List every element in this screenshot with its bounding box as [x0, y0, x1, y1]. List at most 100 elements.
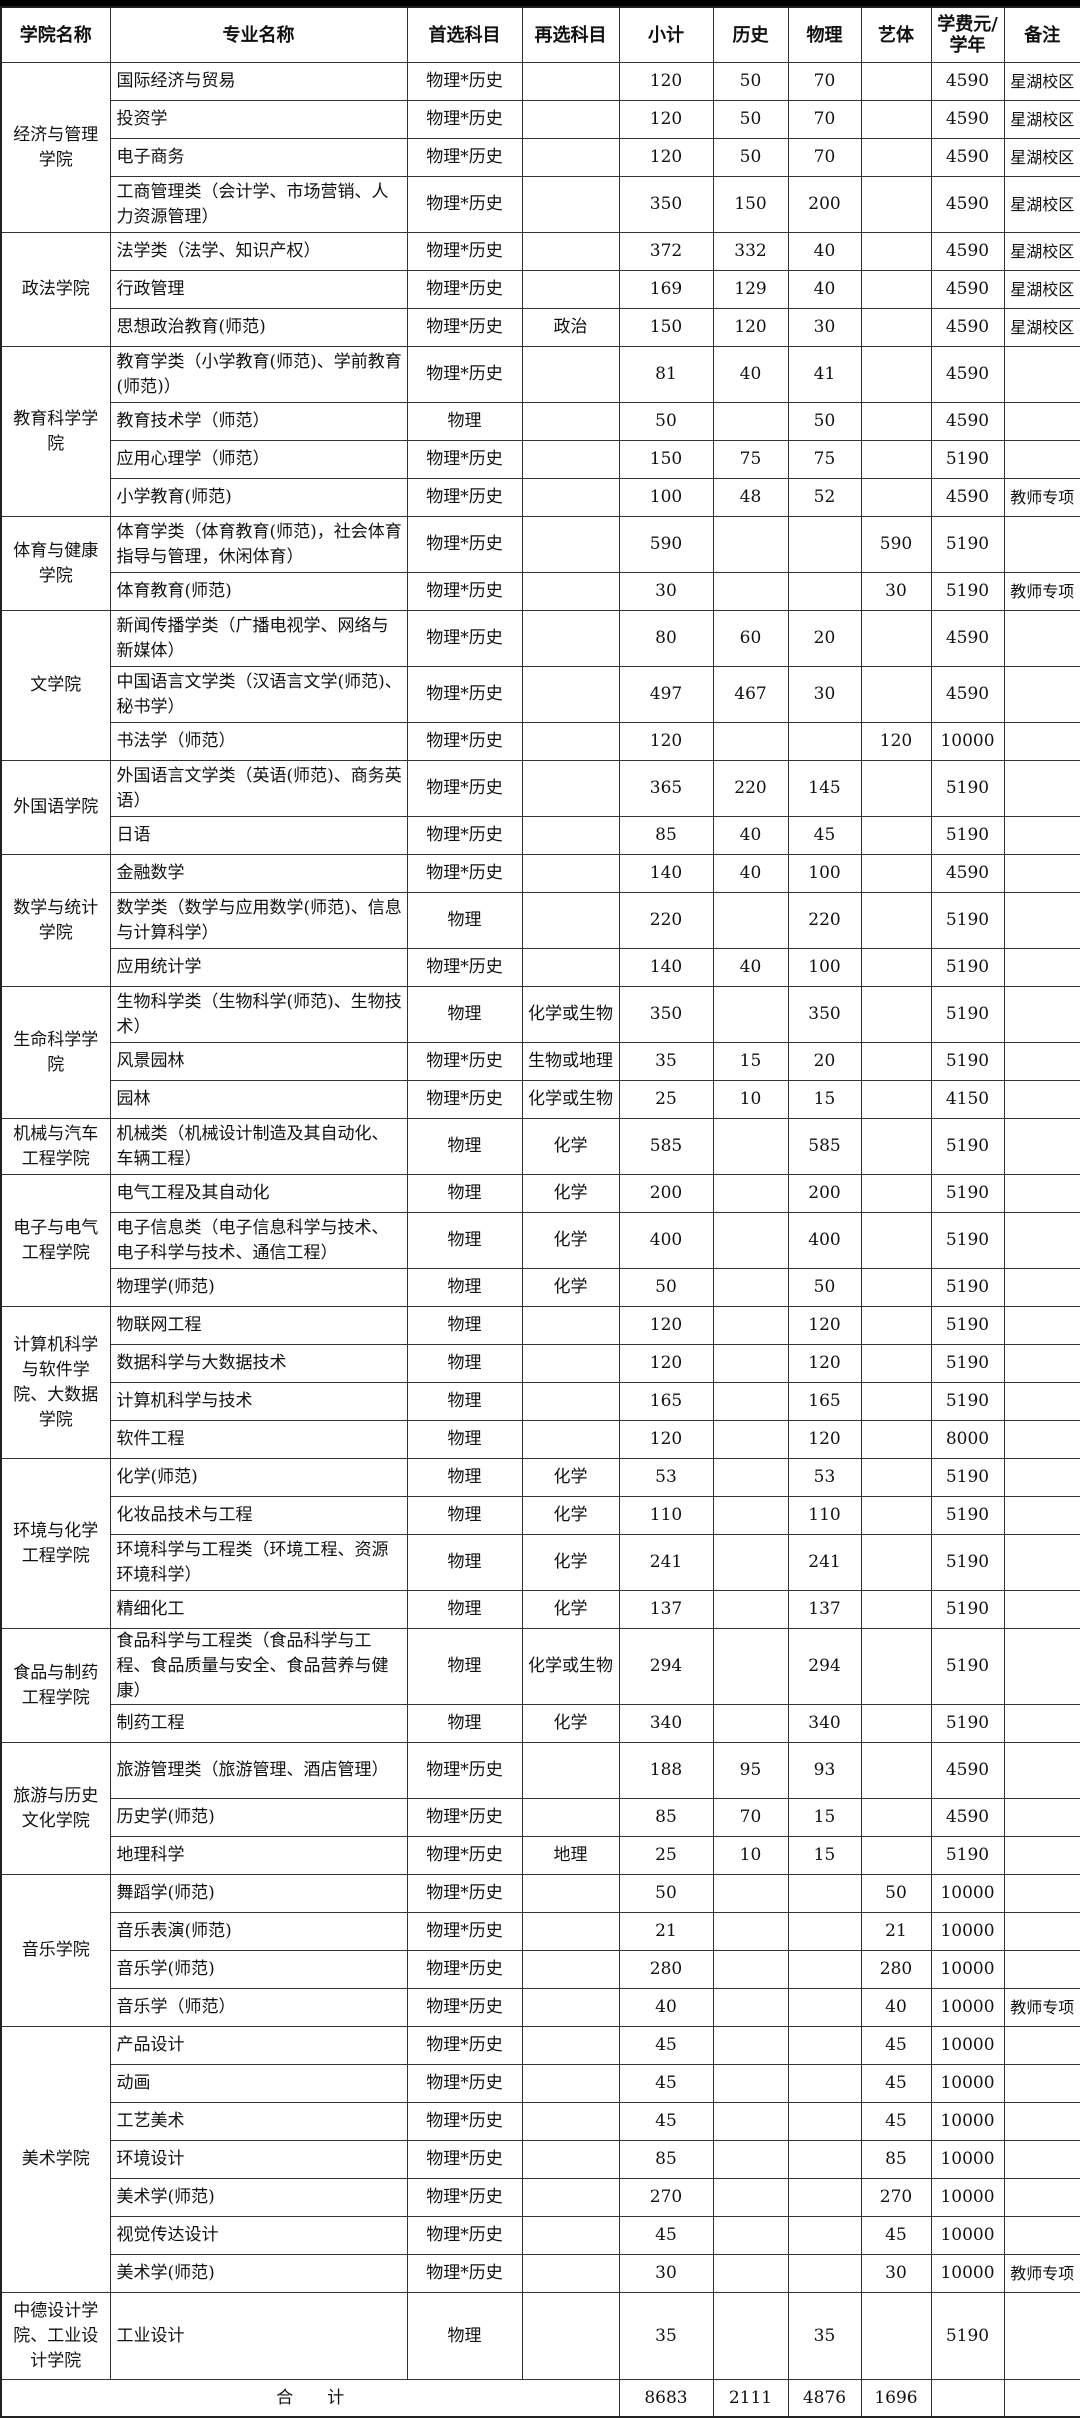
cell-fee: 10000 [930, 2178, 1005, 2217]
cell-physics: 145 [787, 760, 862, 817]
totals-row: 合 计 8683 2111 4876 1696 [0, 2379, 1080, 2418]
cell-art-sports [860, 816, 932, 855]
cell-first-subject: 物理*历史 [406, 440, 523, 479]
cell-first-subject: 物理*历史 [406, 62, 523, 101]
cell-first-subject: 物理 [406, 2292, 523, 2380]
cell-art-sports: 40 [860, 1988, 932, 2027]
cell-physics: 100 [787, 948, 862, 987]
cell-second-subject [521, 346, 620, 403]
cell-fee: 4590 [930, 308, 1005, 347]
cell-subtotal: 169 [618, 270, 714, 309]
major-name: 投资学 [109, 100, 408, 139]
cell-subtotal: 280 [618, 1950, 714, 1989]
cell-subtotal: 497 [618, 666, 714, 723]
cell-second-subject: 化学或生物 [521, 1628, 620, 1705]
major-name: 工商管理类（会计学、市场营销、人力资源管理） [109, 176, 408, 233]
cell-first-subject: 物理*历史 [406, 100, 523, 139]
cell-note [1003, 2216, 1080, 2255]
cell-art-sports: 120 [860, 722, 932, 761]
cell-note [1003, 610, 1080, 667]
cell-fee: 10000 [930, 2216, 1005, 2255]
cell-second-subject: 地理 [521, 1836, 620, 1875]
cell-history [712, 572, 789, 611]
major-name: 体育教育(师范) [109, 572, 408, 611]
cell-history [712, 1912, 789, 1951]
cell-second-subject: 化学 [521, 1268, 620, 1307]
cell-physics: 20 [787, 1042, 862, 1081]
major-name: 园林 [109, 1080, 408, 1119]
cell-note [1003, 1344, 1080, 1383]
cell-note [1003, 346, 1080, 403]
cell-art-sports [860, 1080, 932, 1119]
totals-physics: 4876 [787, 2379, 862, 2418]
cell-art-sports [860, 1590, 932, 1629]
table-row: 精细化工 物理 化学 137 137 5190 [1, 1590, 1080, 1629]
cell-history [712, 722, 789, 761]
cell-subtotal: 120 [618, 1420, 714, 1459]
table-row: 生命科学学院 生物科学类（生物科学(师范)、生物技术） 物理 化学或生物 350 350 5… [0, 986, 1080, 1119]
cell-fee: 4590 [930, 62, 1005, 101]
cell-fee: 4590 [930, 100, 1005, 139]
table-row: 经济与管理学院 国际经济与贸易 物理*历史 120 50 70 4590 星湖校区 [0, 62, 1080, 233]
major-name: 工艺美术 [109, 2102, 408, 2141]
cell-fee: 5190 [930, 1704, 1005, 1743]
major-name: 制药工程 [109, 1704, 408, 1743]
cell-note [1003, 1118, 1080, 1175]
cell-subtotal: 40 [618, 1988, 714, 2027]
cell-history: 10 [712, 1836, 789, 1875]
cell-history [712, 1590, 789, 1629]
table-row: 电子信息类（电子信息科学与技术、电子科学与技术、通信工程） 物理 化学 400 400 5… [1, 1212, 1080, 1269]
cell-physics: 70 [787, 138, 862, 177]
cell-physics [787, 2216, 862, 2255]
table-row: 音乐学(师范) 物理*历史 280 280 10000 [1, 1950, 1080, 1989]
cell-art-sports [860, 1496, 932, 1535]
cell-art-sports: 590 [860, 516, 932, 573]
cell-second-subject: 化学 [521, 1496, 620, 1535]
cell-fee: 10000 [930, 1874, 1005, 1913]
cell-physics: 15 [787, 1836, 862, 1875]
cell-physics: 50 [787, 1268, 862, 1307]
cell-note [1003, 1874, 1080, 1913]
cell-second-subject [521, 2254, 620, 2293]
college-name: 外国语学院 [0, 760, 111, 855]
table-body: 经济与管理学院 国际经济与贸易 物理*历史 120 50 70 4590 星湖校区 投资学 物理*… [0, 62, 1080, 2380]
table-row: 数学与统计学院 金融数学 物理*历史 140 40 100 4590 [0, 854, 1080, 987]
cell-fee: 5190 [930, 1344, 1005, 1383]
cell-note [1003, 1268, 1080, 1307]
cell-subtotal: 80 [618, 610, 714, 667]
cell-art-sports: 270 [860, 2178, 932, 2217]
cell-art-sports: 30 [860, 572, 932, 611]
cell-physics: 200 [787, 176, 862, 233]
cell-note [1003, 722, 1080, 761]
cell-art-sports [860, 1704, 932, 1743]
cell-fee: 8000 [930, 1420, 1005, 1459]
cell-physics: 45 [787, 816, 862, 855]
cell-history [712, 402, 789, 441]
cell-second-subject [521, 176, 620, 233]
cell-note: 星湖校区 [1003, 138, 1080, 177]
major-name: 软件工程 [109, 1420, 408, 1459]
cell-second-subject [521, 2140, 620, 2179]
cell-fee: 10000 [930, 2140, 1005, 2179]
table-row: 工艺美术 物理*历史 45 45 10000 [1, 2102, 1080, 2141]
cell-second-subject [521, 892, 620, 949]
cell-physics [787, 1950, 862, 1989]
header-major: 专业名称 [109, 6, 408, 63]
cell-physics [787, 2026, 862, 2065]
cell-fee: 4590 [930, 478, 1005, 517]
cell-subtotal: 120 [618, 138, 714, 177]
cell-physics: 53 [787, 1458, 862, 1497]
cell-history [712, 2216, 789, 2255]
cell-art-sports [860, 232, 932, 271]
major-name: 音乐学（师范） [109, 1988, 408, 2027]
cell-history: 50 [712, 100, 789, 139]
top-border [0, 0, 1080, 6]
major-name: 计算机科学与技术 [109, 1382, 408, 1421]
cell-history: 332 [712, 232, 789, 271]
cell-physics: 165 [787, 1382, 862, 1421]
cell-first-subject: 物理*历史 [406, 572, 523, 611]
cell-fee: 4590 [930, 666, 1005, 723]
cell-physics: 110 [787, 1496, 862, 1535]
cell-subtotal: 35 [618, 2292, 714, 2380]
totals-history: 2111 [712, 2379, 789, 2418]
